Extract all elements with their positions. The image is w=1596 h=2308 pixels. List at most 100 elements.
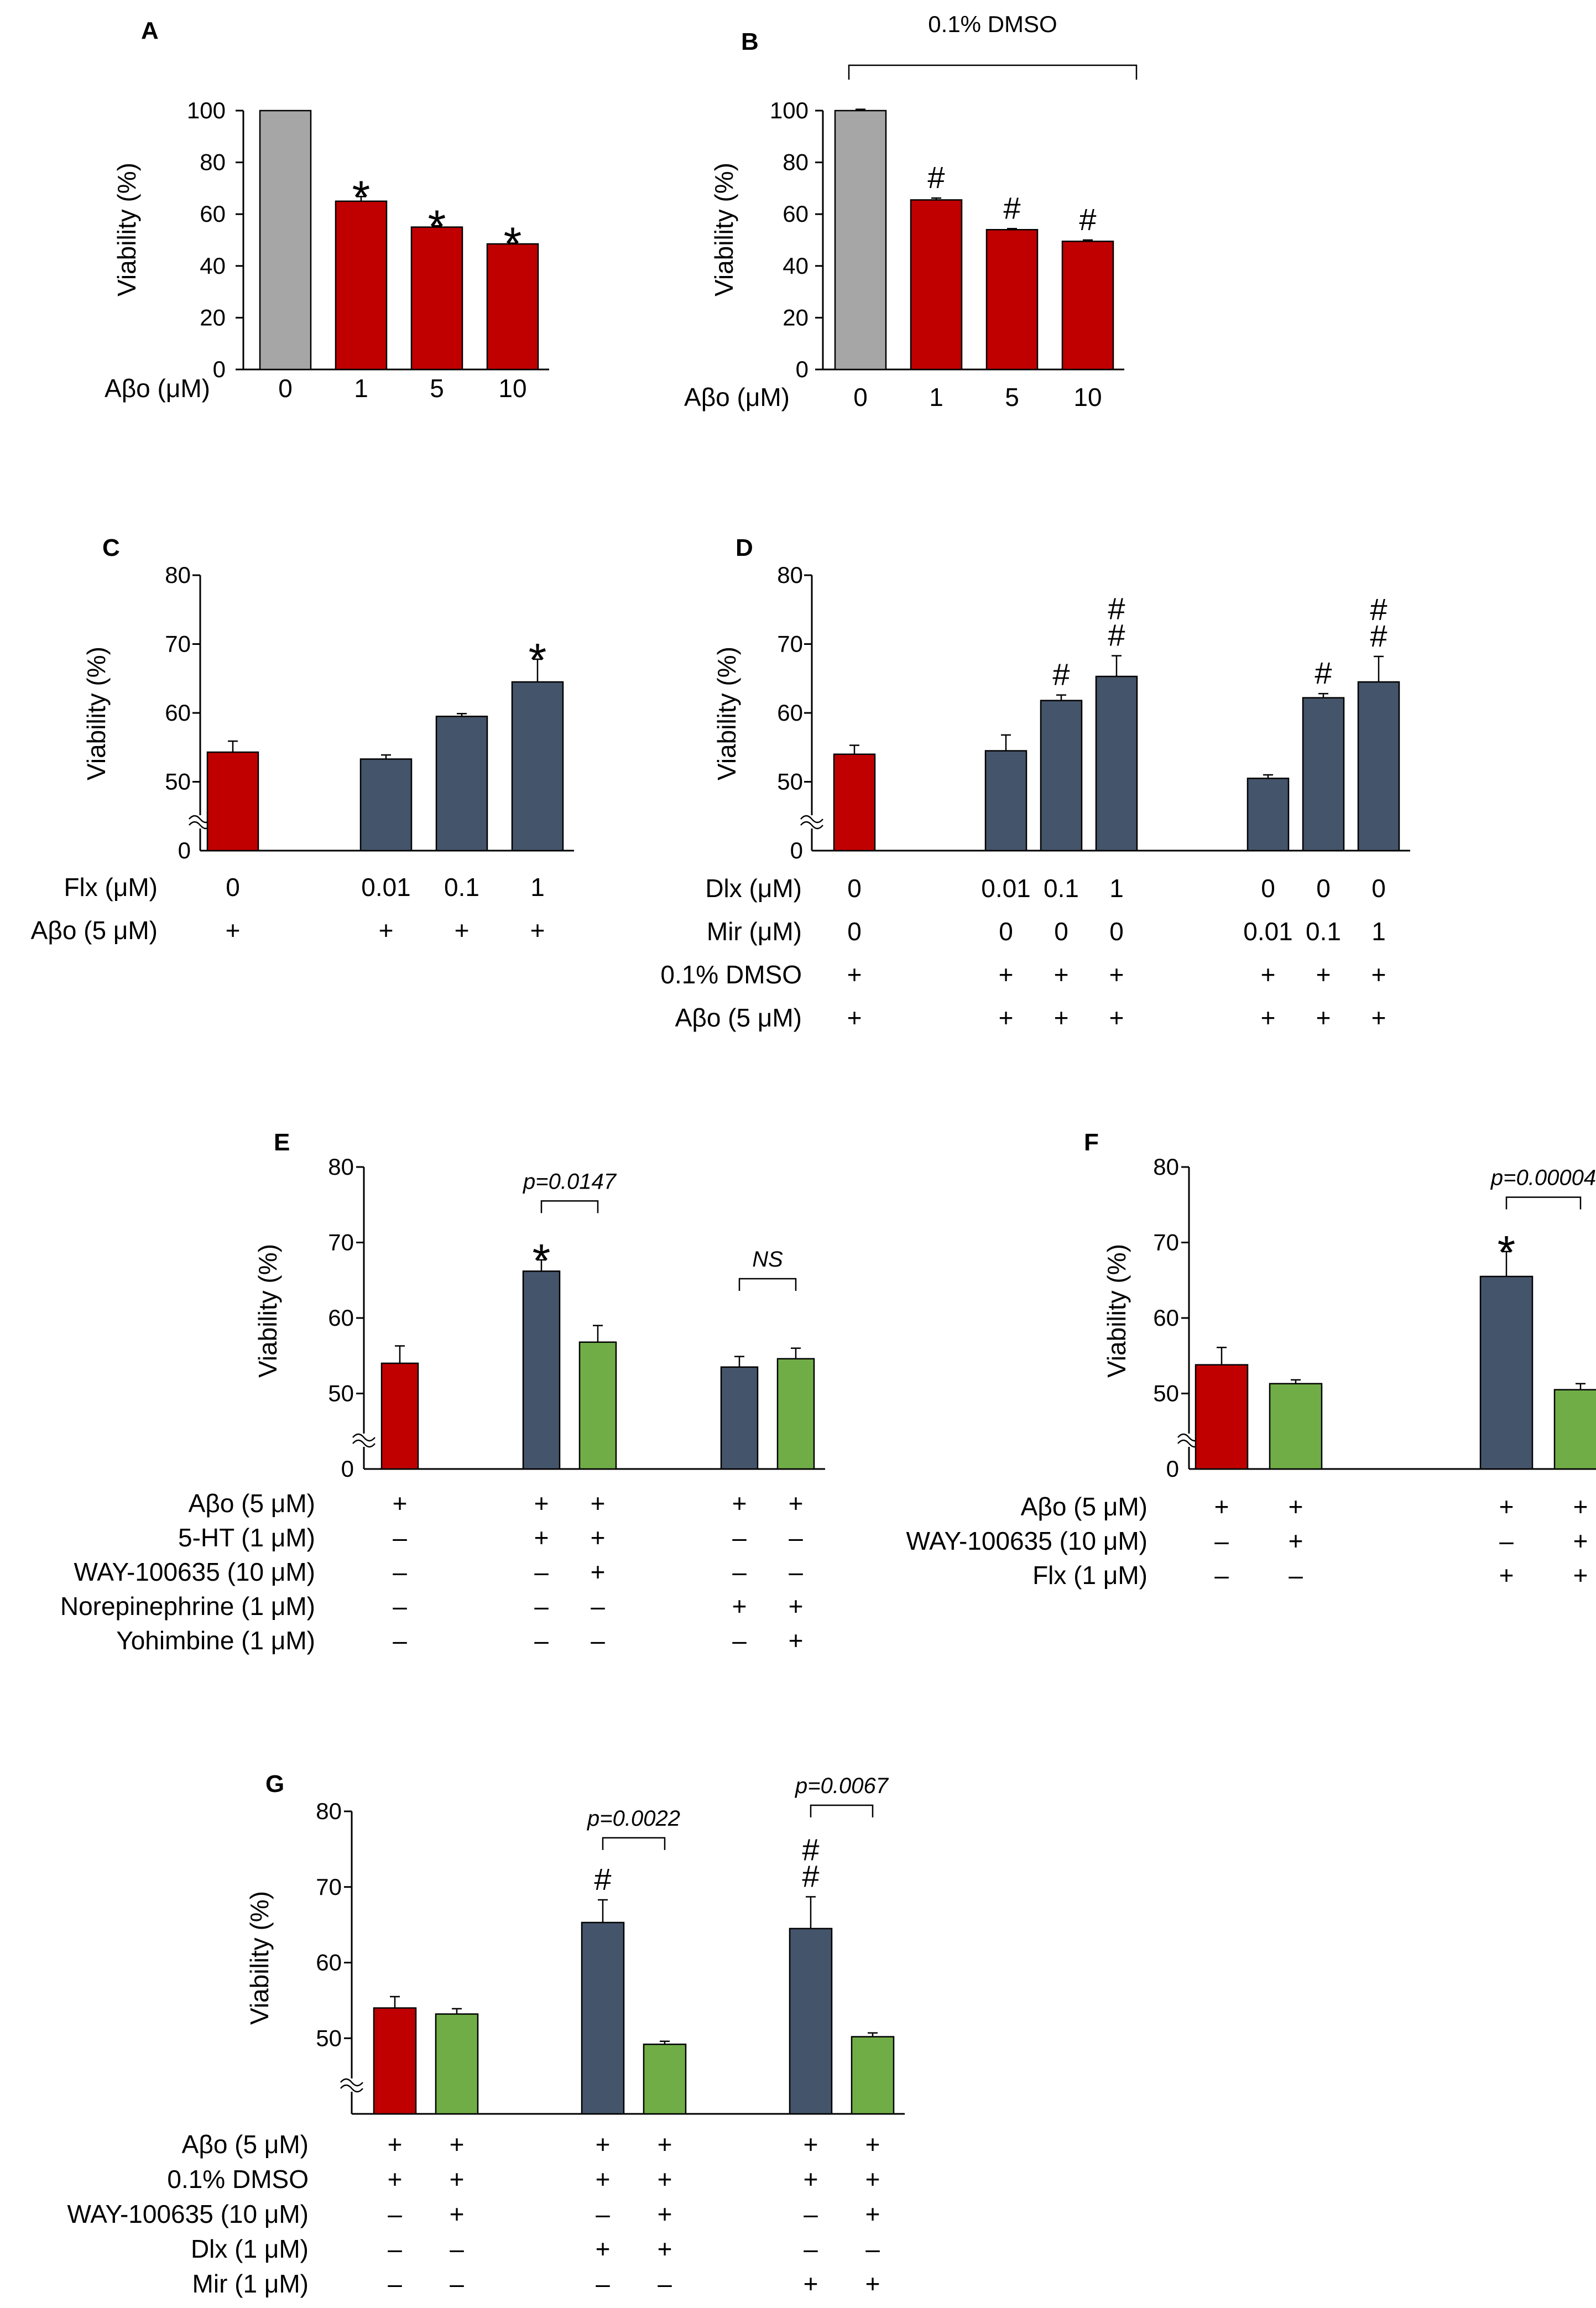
bar [1061,241,1114,371]
panel-c: C Viability (%) 50 60 70 80 0 0 +0.01 +0.1 + * 1 + Flx… [31,534,574,945]
condition-value: – [393,1592,407,1621]
y-tick-label: 60 [165,700,191,726]
condition-row-label: Aβo (μM) [684,383,790,411]
y-tick-label: 60 [783,201,809,227]
y-tick-label: 70 [328,1229,354,1255]
condition-value: + [1573,1492,1588,1521]
condition-value: – [865,2234,880,2263]
y-tick-label: 70 [777,631,803,657]
panel-d: D Viability (%) 50 60 70 80 0 0 0 + +0.01 0 + + #0.1 0 +… [660,534,1410,1032]
comparison-bracket [540,1200,599,1213]
condition-value: – [789,1557,803,1586]
axis-break-icon [352,1433,376,1448]
dmso-bracket [848,64,1138,80]
significance-hash: # [1108,618,1125,653]
condition-value: – [393,1626,407,1655]
condition-value: + [865,2165,880,2194]
y-axis-label: Viability (%) [1102,1244,1131,1378]
bar [1246,778,1290,852]
condition-value: + [1289,1526,1303,1555]
y-tick-label: 0 [796,356,809,382]
bar [984,750,1028,852]
condition-value: – [804,2200,818,2228]
condition-row-label: Yohimbine (1 μM) [116,1626,315,1655]
condition-value: – [1289,1561,1303,1590]
panel-b: B Viability (%) 0 20 40 60 80 100 0 #1 #5 #10 Aβo (μ… [684,11,1138,411]
condition-value: – [393,1557,407,1586]
condition-value: + [226,916,241,945]
panel-e: E Viability (%) 50 60 70 80 0 + – – – – * + + – – – + + + – – +… [60,1129,825,1655]
condition-value: – [534,1557,549,1586]
panel-letter: G [265,1770,284,1798]
y-tick-label: 80 [316,1798,342,1824]
y-tick-label: 80 [165,562,191,588]
y-tick-label: 80 [777,562,803,588]
condition-value: + [1109,960,1124,989]
condition-value: – [591,1626,605,1655]
condition-value: + [388,2165,403,2194]
y-tick-label: 50 [328,1380,354,1406]
condition-value: + [596,2130,611,2159]
condition-value: 1 [354,374,368,403]
significance-hash: # [802,1859,819,1894]
bar [206,751,259,852]
bar [1553,1389,1596,1470]
condition-value: + [1499,1561,1514,1590]
bar [851,2036,895,2115]
y-axis-label: Viability (%) [710,163,738,296]
panel-letter: D [736,534,753,561]
condition-value: + [1573,1526,1588,1555]
condition-value: + [804,2269,818,2298]
condition-value: 10 [1073,383,1102,411]
condition-value: + [455,916,470,945]
bar [373,2007,417,2115]
condition-value: – [804,2234,818,2263]
condition-value: + [865,2269,880,2298]
y-tick-label: 70 [165,631,191,657]
condition-value: – [393,1523,407,1552]
bar [435,2013,479,2115]
y-tick-label: 40 [783,253,809,279]
y-tick-label: 0 [341,1456,354,1482]
bar [522,1270,561,1470]
panel-letter: B [741,28,759,55]
condition-value: + [534,1523,549,1552]
condition-value: 5 [1005,383,1019,411]
condition-value: 0 [853,383,868,411]
y-tick-label: 20 [783,304,809,330]
significance-hash: # [927,160,945,195]
condition-value: – [658,2269,672,2298]
condition-value: + [847,960,862,989]
comparison-bracket [810,1804,874,1818]
condition-value: – [596,2269,610,2298]
condition-row-label: Flx (1 μM) [1032,1561,1148,1590]
bar [789,1927,833,2115]
bar [643,2043,687,2115]
condition-value: + [1573,1561,1588,1590]
y-tick-label: 60 [316,1950,342,1976]
comparison-label: p=0.0147 [523,1169,617,1194]
y-axis-label: Viability (%) [245,1891,274,2025]
condition-value: 0 [999,917,1013,946]
condition-value: + [1261,960,1276,989]
condition-value: – [388,2200,402,2228]
bar [1195,1364,1249,1470]
y-tick-label: 100 [187,97,226,123]
condition-value: + [732,1592,747,1621]
y-tick-label: 0 [213,356,226,382]
significance-hash: # [594,1862,611,1897]
condition-value: + [865,2130,880,2159]
condition-value: + [1054,1003,1069,1032]
bar [359,758,413,852]
condition-value: + [1371,960,1386,989]
significance-hash: # [1003,190,1020,225]
bar [985,229,1039,371]
condition-value: + [450,2200,465,2228]
condition-row-label: Flx (μM) [64,873,158,902]
y-tick-label: 80 [328,1154,354,1180]
condition-value: + [658,2130,672,2159]
condition-value: + [591,1523,606,1552]
significance-star: * [1498,1226,1516,1278]
significance-star: * [529,634,547,686]
condition-value: 0.1 [444,873,479,902]
